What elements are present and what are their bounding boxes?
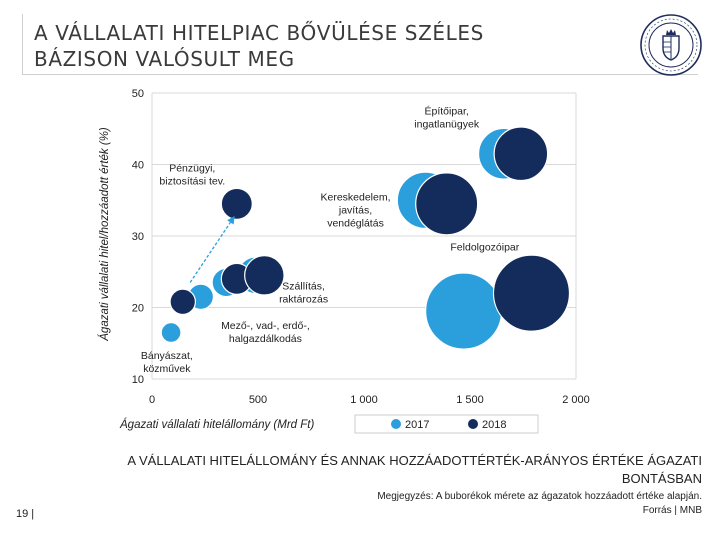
- bubble-2017: [425, 272, 503, 350]
- arrow-line: [189, 215, 236, 283]
- x-tick-label: 1 500: [456, 394, 484, 406]
- bubbles: [160, 126, 571, 350]
- y-axis-label: Ágazati vállalati hitel/hozzáadott érték…: [98, 127, 111, 342]
- legend-label-2018: 2018: [482, 419, 506, 431]
- annotation-label: Mező-, vad-, erdő-, halgazdálkodás: [221, 320, 310, 345]
- annotation-label: Szállítás, raktározás: [279, 281, 328, 306]
- annotation-label: Kereskedelem, javítás, vendéglátás: [320, 191, 390, 229]
- annotation-label: Feldolgozóipar: [450, 241, 519, 253]
- annotation-label: Építőipar, ingatlanügyek: [414, 104, 480, 130]
- legend-label-2017: 2017: [405, 419, 429, 431]
- bubble-2018: [169, 288, 197, 316]
- arrow-annotation: [189, 215, 236, 283]
- y-tick-label: 10: [132, 374, 144, 386]
- x-tick-label: 0: [149, 394, 155, 406]
- mnb-seal-icon: [640, 14, 702, 76]
- y-tick-label: 20: [132, 303, 144, 315]
- y-tick-label: 50: [132, 88, 144, 100]
- legend-marker-2017: [391, 419, 401, 429]
- x-tick-label: 2 000: [562, 394, 590, 406]
- bubble-labels: Építőipar, ingatlanügyek Pénzügyi, biztosít…: [141, 104, 520, 375]
- note-text: Megjegyzés: A buborékok mérete az ágazat…: [377, 491, 702, 502]
- legend: 2017 2018: [354, 414, 539, 434]
- source-text: Forrás | MNB: [642, 505, 702, 516]
- bubble-2018: [492, 254, 571, 332]
- annotation-label: Bányászat, közművek: [141, 350, 193, 375]
- chart-caption: A VÁLLALATI HITELÁLLOMÁNY ÉS ANNAK HOZZÁ…: [127, 453, 702, 486]
- bubble-2018: [244, 255, 285, 296]
- x-tick-label: 1 000: [350, 394, 378, 406]
- title-divider: [22, 74, 698, 75]
- bubble-2018: [415, 172, 479, 236]
- page-number: 19 |: [16, 508, 35, 520]
- chart-note: Megjegyzés: A buborékok mérete az ágazat…: [102, 490, 702, 518]
- bubble-2017: [160, 322, 182, 343]
- y-tick-label: 30: [132, 231, 144, 243]
- y-tick-label: 40: [132, 160, 144, 172]
- legend-box: [354, 414, 539, 434]
- title-divider-vertical: [22, 14, 23, 75]
- annotation-label: Pénzügyi, biztosítási tev.: [159, 163, 225, 188]
- slide-title: A VÁLLALATI HITELPIAC BŐVÜLÉSE SZÉLES BÁ…: [34, 21, 484, 71]
- legend-marker-2018: [468, 419, 478, 429]
- x-tick-label: 500: [249, 394, 267, 406]
- bubble-2018: [220, 187, 253, 220]
- bubble-chart: Építőipar, ingatlanügyek Pénzügyi, biztosít…: [98, 88, 590, 434]
- bubble-2018: [493, 126, 549, 182]
- x-axis-label: Ágazati vállalati hitelállomány (Mrd Ft): [119, 418, 314, 431]
